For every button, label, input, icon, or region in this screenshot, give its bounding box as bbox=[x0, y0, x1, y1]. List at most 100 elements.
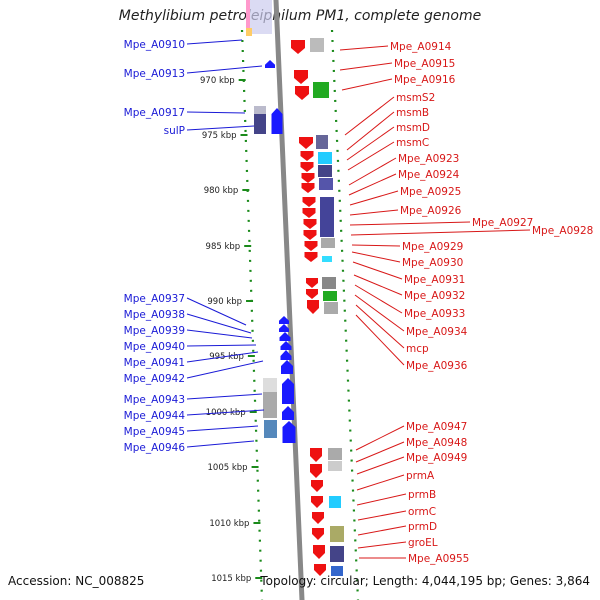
right-track-guide bbox=[330, 29, 360, 600]
left-gene-label: Mpe_A0940 bbox=[124, 341, 185, 353]
right-gene-label: ormC bbox=[408, 506, 436, 518]
right-gene-label: Mpe_A0925 bbox=[400, 186, 461, 198]
left-gene-leader bbox=[186, 393, 263, 400]
plus-gene-arrow bbox=[300, 151, 314, 161]
left-gene-label: Mpe_A0937 bbox=[124, 293, 185, 305]
plus-gene-arrow bbox=[302, 197, 316, 207]
gene-feature-block bbox=[324, 302, 338, 314]
right-gene-leader bbox=[355, 304, 405, 349]
plus-gene-arrow bbox=[310, 464, 322, 478]
right-gene-leader bbox=[350, 229, 531, 236]
right-gene-label: Mpe_A0933 bbox=[404, 308, 465, 320]
left-gene-label: Mpe_A0944 bbox=[124, 410, 186, 422]
gene-feature-block bbox=[320, 197, 334, 237]
plus-gene-arrow bbox=[303, 219, 317, 229]
left-gene-leader bbox=[186, 344, 257, 347]
left-gene-leader bbox=[186, 425, 259, 432]
scale-label: 975 kbp bbox=[202, 131, 237, 141]
right-gene-label: Mpe_A0932 bbox=[404, 290, 465, 302]
right-gene-leader bbox=[354, 284, 403, 314]
right-gene-leader bbox=[357, 510, 407, 521]
accession-text: Accession: NC_008825 bbox=[8, 574, 145, 588]
plus-gene-arrow bbox=[310, 448, 322, 462]
right-gene-leader bbox=[357, 541, 407, 549]
left-gene-leader bbox=[186, 65, 263, 74]
right-gene-label: groEL bbox=[408, 537, 438, 549]
plus-gene-arrow bbox=[307, 300, 319, 314]
right-gene-label: Mpe_A0916 bbox=[394, 74, 456, 86]
minus-gene-arrow bbox=[279, 332, 291, 341]
left-gene-leader bbox=[186, 313, 252, 334]
left-gene-leader bbox=[186, 39, 243, 45]
left-gene-leader bbox=[186, 329, 253, 339]
left-gene-label: Mpe_A0945 bbox=[124, 426, 185, 438]
gene-feature-block bbox=[316, 135, 328, 149]
right-gene-label: prmD bbox=[408, 521, 437, 533]
left-gene-leader bbox=[186, 351, 259, 363]
scale-label: 1010 kbp bbox=[209, 519, 249, 529]
right-gene-leader bbox=[351, 251, 401, 263]
gene-feature-block bbox=[322, 277, 336, 289]
minus-gene-arrow bbox=[281, 360, 293, 374]
map-title: Methylibium petroleiphilum PM1, complete… bbox=[118, 8, 482, 24]
left-gene-label: Mpe_A0913 bbox=[124, 68, 185, 80]
left-gene-label: Mpe_A0941 bbox=[124, 357, 185, 369]
right-gene-leader bbox=[348, 157, 397, 186]
minus-gene-arrow bbox=[282, 421, 296, 443]
left-gene-label: sulP bbox=[164, 125, 185, 137]
right-gene-leader bbox=[351, 244, 401, 247]
right-gene-leader bbox=[339, 45, 389, 51]
right-gene-label: msmB bbox=[396, 107, 429, 119]
right-gene-label: msmC bbox=[396, 137, 429, 149]
minus-gene-arrow bbox=[279, 316, 289, 324]
right-gene-label: Mpe_A0948 bbox=[406, 437, 467, 449]
right-gene-leader bbox=[357, 525, 407, 536]
left-gene-leader bbox=[186, 297, 247, 326]
right-gene-leader bbox=[355, 314, 405, 366]
right-gene-leader bbox=[356, 456, 405, 475]
left-gene-label: Mpe_A0946 bbox=[124, 442, 186, 454]
right-gene-leader bbox=[339, 62, 393, 71]
left-gene-leader bbox=[186, 111, 246, 114]
scale-label: 995 kbp bbox=[209, 352, 244, 362]
right-gene-label: Mpe_A0936 bbox=[406, 360, 468, 372]
right-gene-label: Mpe_A0926 bbox=[400, 205, 462, 217]
plus-gene-arrow bbox=[304, 252, 318, 262]
plus-gene-arrow bbox=[299, 137, 313, 149]
left-gene-label: Mpe_A0943 bbox=[124, 394, 185, 406]
gene-block bbox=[254, 106, 266, 114]
scale-label: 1005 kbp bbox=[208, 463, 248, 473]
plus-gene-arrow bbox=[291, 40, 305, 54]
gene-feature-block bbox=[323, 291, 337, 301]
left-gene-leader bbox=[186, 125, 255, 131]
gene-feature-block bbox=[330, 526, 344, 542]
plus-gene-arrow bbox=[303, 230, 317, 240]
scale-label: 985 kbp bbox=[206, 242, 241, 252]
topology-summary: Topology: circular; Length: 4,044,195 bp… bbox=[260, 574, 590, 588]
gene-feature-block bbox=[331, 566, 343, 576]
right-gene-leader bbox=[352, 261, 403, 280]
right-gene-label: mcp bbox=[406, 343, 429, 355]
plus-gene-arrow bbox=[312, 512, 324, 524]
top-gene-strip bbox=[246, 0, 250, 34]
left-gene-label: Mpe_A0910 bbox=[124, 39, 185, 51]
right-gene-label: Mpe_A0928 bbox=[532, 225, 593, 237]
right-gene-leader bbox=[349, 221, 471, 226]
right-gene-label: msmD bbox=[396, 122, 430, 134]
scale-label: 970 kbp bbox=[200, 76, 235, 86]
right-gene-leader bbox=[341, 78, 393, 91]
right-gene-leader bbox=[347, 141, 395, 171]
right-gene-label: Mpe_A0930 bbox=[402, 257, 463, 269]
scale-label: 1000 kbp bbox=[206, 408, 246, 418]
right-gene-leader bbox=[355, 441, 405, 463]
gene-feature-block bbox=[321, 238, 335, 248]
right-gene-label: Mpe_A0947 bbox=[406, 421, 467, 433]
right-gene-label: msmS2 bbox=[396, 92, 435, 104]
gene-block bbox=[264, 420, 277, 438]
right-gene-leader bbox=[346, 126, 395, 161]
right-gene-leader bbox=[349, 190, 399, 206]
plus-gene-arrow bbox=[295, 86, 309, 100]
minus-gene-arrow bbox=[282, 406, 294, 420]
